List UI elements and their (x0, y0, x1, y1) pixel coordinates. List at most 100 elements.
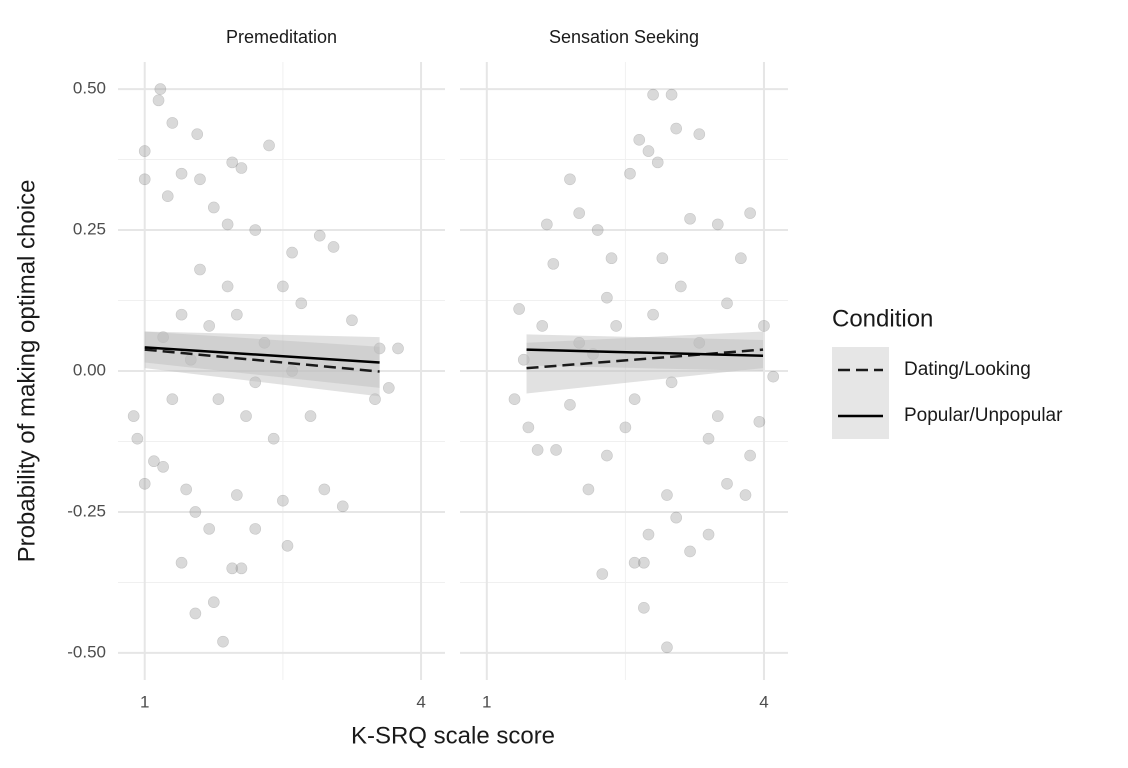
point (564, 173, 576, 186)
point (175, 308, 188, 321)
point (642, 528, 655, 541)
point (758, 320, 770, 332)
point (327, 241, 340, 253)
point (212, 393, 225, 405)
point (735, 252, 747, 265)
point (194, 263, 206, 276)
point (744, 207, 756, 219)
point (573, 337, 585, 349)
point (702, 528, 715, 541)
point (628, 393, 641, 405)
point (235, 562, 248, 575)
point (175, 556, 188, 569)
x-tick-label: 4 (759, 692, 768, 711)
point (217, 635, 229, 648)
point (373, 342, 386, 355)
point (286, 246, 298, 259)
point (281, 539, 294, 552)
point (564, 399, 576, 411)
point (383, 382, 395, 394)
point (610, 320, 622, 332)
y-tick-label: -0.50 (67, 642, 106, 661)
y-tick-label: 0.25 (73, 220, 106, 239)
point (508, 393, 521, 405)
point (318, 483, 331, 496)
point (702, 432, 715, 445)
point (207, 596, 220, 608)
point (154, 83, 167, 95)
point (175, 167, 188, 180)
point (693, 337, 706, 349)
point (138, 477, 151, 490)
point (550, 444, 562, 456)
trend-line (144, 346, 380, 364)
point (346, 314, 358, 327)
point (127, 410, 140, 422)
x-tick-label: 1 (482, 692, 491, 711)
point (721, 477, 733, 490)
point (277, 280, 289, 293)
point (531, 444, 544, 456)
trend-line (526, 348, 764, 370)
point (591, 224, 604, 236)
point (138, 145, 151, 157)
point (249, 224, 262, 236)
legend-label: Dating/Looking (904, 359, 1031, 380)
point (601, 291, 613, 304)
legend-title: Condition (832, 305, 933, 332)
point (286, 365, 298, 377)
point (684, 545, 696, 558)
point (536, 320, 549, 332)
point (517, 353, 530, 366)
point (739, 489, 752, 501)
point (277, 494, 289, 507)
point (582, 483, 595, 496)
point (665, 376, 678, 389)
point (131, 432, 144, 445)
point (191, 128, 204, 140)
y-tick-label: 0.00 (73, 360, 106, 379)
point (661, 489, 673, 501)
point (656, 252, 669, 265)
facet-title: Premeditation (226, 27, 337, 47)
point (638, 556, 650, 569)
point (642, 145, 655, 157)
confidence-band (526, 331, 764, 394)
point (693, 128, 706, 140)
point (601, 449, 613, 462)
y-tick-label: -0.25 (67, 501, 106, 520)
point (670, 122, 683, 135)
point (240, 410, 252, 422)
point (295, 297, 308, 310)
point (744, 449, 756, 462)
point (753, 415, 766, 428)
point (189, 607, 202, 620)
point (235, 162, 248, 174)
point (231, 489, 243, 501)
point (166, 393, 179, 405)
point (189, 506, 202, 518)
point (665, 88, 678, 101)
point (369, 393, 381, 405)
point (152, 94, 165, 107)
point (684, 212, 696, 225)
facet-title: Sensation Seeking (549, 27, 699, 47)
point (203, 320, 215, 332)
legend-label: Popular/Unpopular (904, 405, 1063, 426)
point (249, 523, 262, 535)
legend-key-bg (832, 347, 889, 439)
point (721, 297, 733, 310)
point (605, 252, 618, 265)
x-tick-label: 4 (416, 692, 425, 711)
trend-line (144, 348, 380, 373)
point (541, 218, 553, 231)
point (675, 280, 687, 293)
point (711, 218, 724, 231)
point (651, 156, 664, 169)
point (157, 331, 169, 343)
point (513, 303, 525, 315)
point (313, 229, 326, 242)
point (180, 483, 192, 496)
point (207, 201, 220, 214)
point (670, 511, 683, 524)
